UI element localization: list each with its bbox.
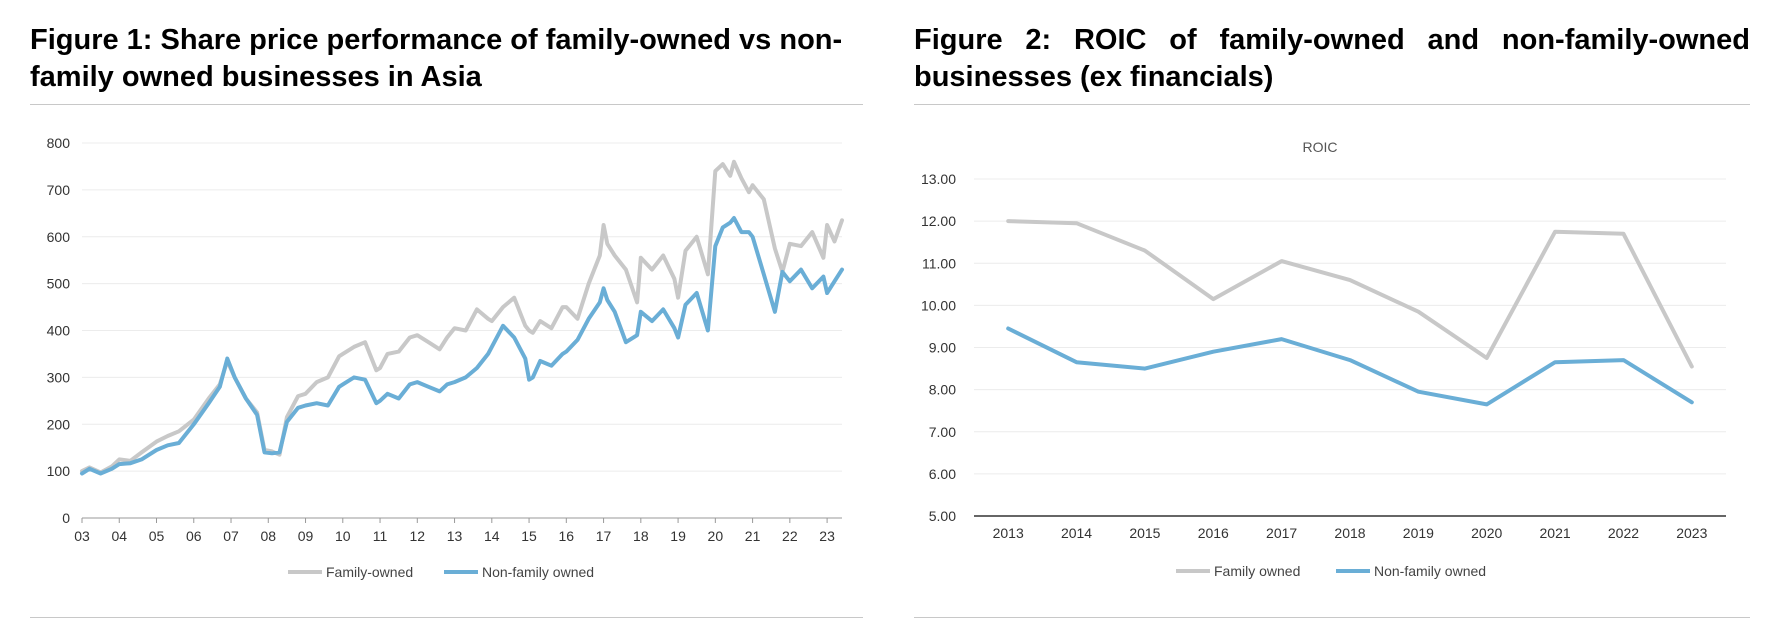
figure-1-title: Figure 1: Share price performance of fam…: [30, 24, 843, 93]
y-tick-label: 600: [47, 229, 71, 245]
x-tick-label: 18: [633, 528, 649, 544]
x-tick-label: 22: [782, 528, 798, 544]
figure-1-top-rule: [30, 104, 863, 105]
y-tick-label: 0: [62, 510, 70, 526]
x-tick-label: 19: [670, 528, 686, 544]
family-owned-line: [80, 159, 844, 475]
x-tick-label: 07: [223, 528, 239, 544]
x-tick-label: 09: [298, 528, 314, 544]
legend-label-non-family-owned: Non-family owned: [1374, 563, 1486, 579]
x-tick-label: 03: [74, 528, 90, 544]
figure-2-top-rule: [914, 104, 1750, 105]
x-tick-label: 2017: [1266, 525, 1297, 541]
x-tick-label: 20: [708, 528, 724, 544]
x-tick-label: 04: [111, 528, 127, 544]
x-tick-label: 2023: [1676, 525, 1707, 541]
y-tick-label: 7.00: [929, 424, 956, 440]
x-tick-label: 2013: [993, 525, 1024, 541]
x-tick-label: 05: [149, 528, 165, 544]
x-tick-label: 2019: [1403, 525, 1434, 541]
legend-label-family-owned: Family owned: [1214, 563, 1300, 579]
y-tick-label: 8.00: [929, 382, 956, 398]
y-tick-label: 200: [47, 416, 71, 432]
family-owned-line: [1006, 219, 1694, 369]
y-tick-label: 13.00: [921, 171, 956, 187]
y-tick-label: 100: [47, 463, 71, 479]
x-tick-label: 12: [410, 528, 426, 544]
x-tick-label: 10: [335, 528, 351, 544]
x-tick-label: 15: [521, 528, 537, 544]
figure-2-title: Figure 2: ROIC of family-owned and non-f…: [914, 24, 1750, 93]
figure-1-chart: 0 100 200 300 400 500 600 700 800 03 04 05 06 07 08 09 1…: [47, 135, 844, 580]
x-tick-label: 2015: [1129, 525, 1160, 541]
x-tick-label: 2022: [1608, 525, 1639, 541]
figure-2-bottom-rule: [914, 617, 1750, 618]
y-tick-label: 5.00: [929, 508, 956, 524]
x-tick-label: 2014: [1061, 525, 1092, 541]
y-tick-label: 10.00: [921, 297, 956, 313]
figure-2-chart: ROIC 5.00 6.00 7.00 8.00 9.00 10.00 11.00 12.00 1…: [921, 139, 1726, 579]
x-tick-label: 08: [260, 528, 276, 544]
figure-1-bottom-rule: [30, 617, 863, 618]
x-tick-label: 2018: [1334, 525, 1365, 541]
x-tick-label: 2016: [1198, 525, 1229, 541]
x-tick-label: 11: [373, 528, 388, 544]
x-tick-label: 14: [484, 528, 500, 544]
x-tick-label: 06: [186, 528, 202, 544]
y-tick-label: 12.00: [921, 213, 956, 229]
x-tick-label: 17: [596, 528, 612, 544]
y-tick-label: 6.00: [929, 466, 956, 482]
y-tick-label: 800: [47, 135, 71, 151]
chart-subtitle: ROIC: [1303, 139, 1338, 155]
y-tick-label: 11.00: [922, 255, 956, 271]
x-tick-label: 21: [745, 528, 761, 544]
y-tick-label: 9.00: [929, 340, 956, 356]
x-tick-label: 2021: [1540, 525, 1571, 541]
legend-label-non-family-owned: Non-family owned: [482, 564, 594, 580]
x-tick-label: 16: [559, 528, 575, 544]
legend-label-family-owned: Family-owned: [326, 564, 413, 580]
x-tick-label: 13: [447, 528, 463, 544]
y-tick-label: 500: [47, 276, 71, 292]
non-family-owned-line: [80, 216, 844, 476]
y-tick-label: 700: [47, 182, 71, 198]
non-family-owned-line: [1006, 326, 1694, 407]
y-tick-label: 400: [47, 323, 71, 339]
x-tick-label: 23: [819, 528, 835, 544]
y-tick-label: 300: [47, 369, 71, 385]
x-tick-label: 2020: [1471, 525, 1502, 541]
